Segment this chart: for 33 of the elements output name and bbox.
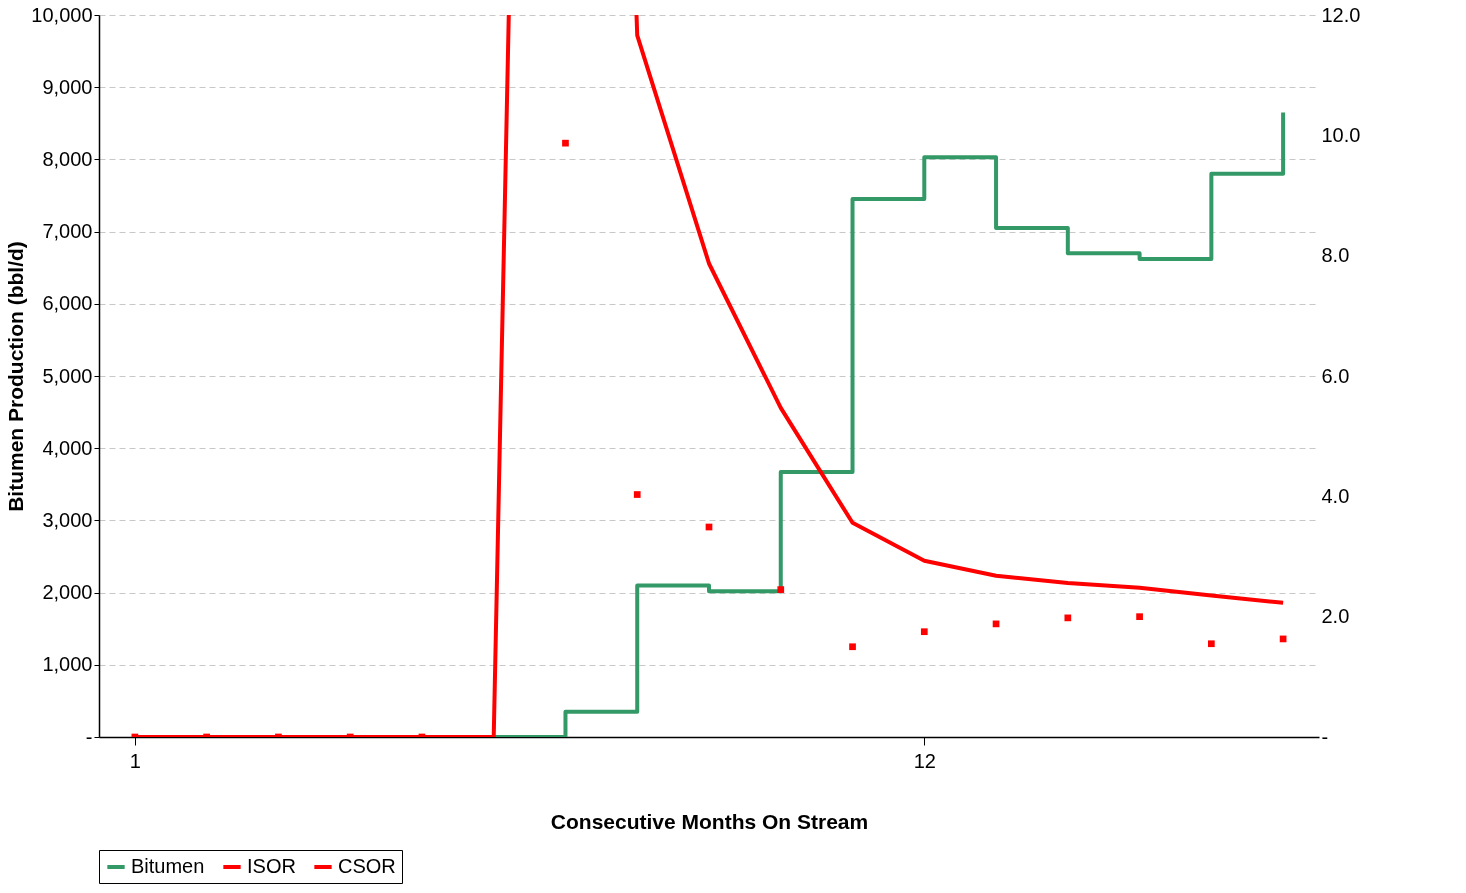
y2-tick-label: 4.0	[1321, 484, 1350, 507]
y-tick-label: 2,000	[42, 581, 93, 604]
y-tick-label: 5,000	[42, 364, 93, 387]
y-tick-label: 10,000	[31, 3, 93, 26]
x-tick-label: 12	[913, 749, 936, 772]
legend-label: Bitumen	[131, 855, 205, 877]
point	[1136, 613, 1143, 621]
y-tick-label: 7,000	[42, 220, 93, 243]
point	[849, 643, 856, 651]
y-axis-title: Bitumen Production (bbl/d)	[4, 241, 28, 512]
y-tick-label: -	[85, 725, 93, 748]
y-tick-label: 3,000	[42, 508, 93, 531]
y-tick-label: 4,000	[42, 436, 93, 459]
point	[777, 586, 785, 593]
y2-tick-label: 6.0	[1321, 364, 1350, 387]
y2-tick-label: 2.0	[1321, 605, 1350, 628]
y-tick-label: 1,000	[42, 653, 93, 676]
legend-label: CSOR	[338, 855, 396, 877]
point	[562, 139, 569, 147]
x-tick-label: 1	[129, 749, 141, 772]
y2-tick-label: 8.0	[1321, 244, 1350, 267]
x-axis-title: Consecutive Months On Stream	[550, 809, 869, 833]
y-tick-label: 8,000	[42, 147, 93, 170]
y2-tick-label: 12.0	[1321, 3, 1361, 26]
y2-tick-label: -	[1321, 725, 1329, 748]
point	[920, 628, 928, 636]
point	[1208, 640, 1215, 648]
y-tick-label: 6,000	[42, 292, 93, 315]
y2-tick-label: 10.0	[1321, 123, 1361, 146]
y-tick-label: 9,000	[42, 75, 93, 98]
point	[1064, 614, 1072, 622]
point	[633, 491, 641, 498]
legend-label: ISOR	[247, 855, 296, 877]
